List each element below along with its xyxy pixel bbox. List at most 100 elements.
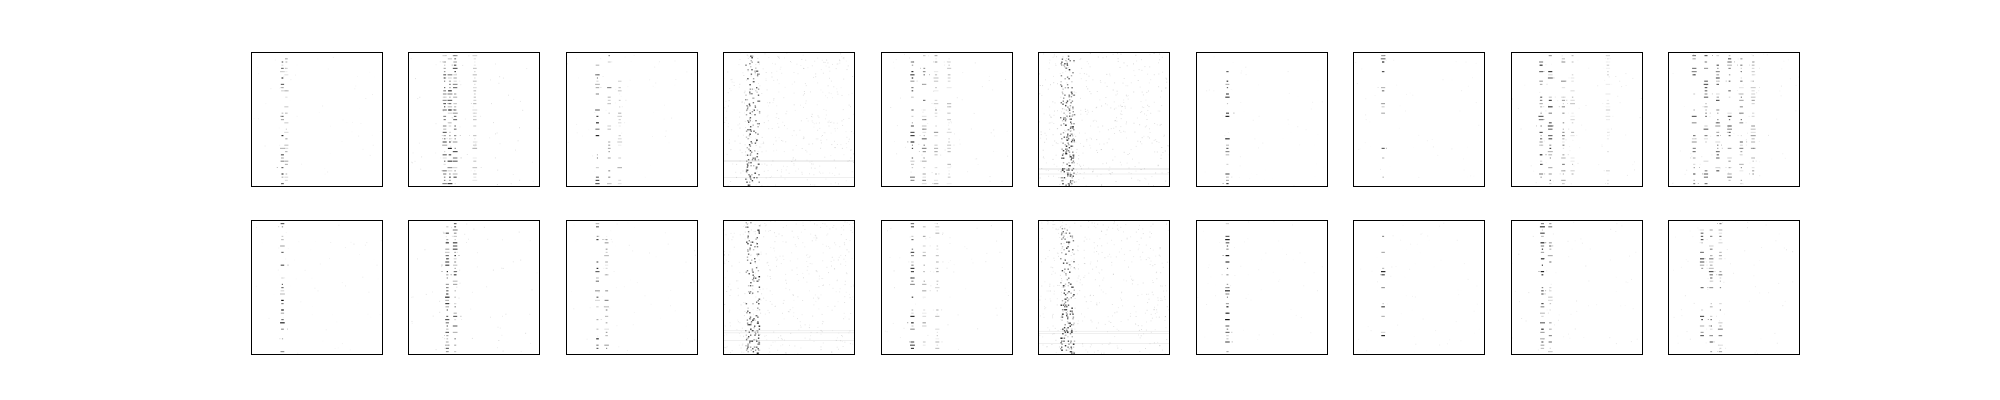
heatmap-cell xyxy=(910,226,914,228)
heatmap-cell xyxy=(1727,61,1732,63)
heatmap-cell xyxy=(1616,277,1617,278)
heatmap-cell xyxy=(1225,239,1230,241)
heatmap-cell xyxy=(1045,307,1047,309)
heatmap-cell xyxy=(1751,157,1755,159)
heatmap-cell xyxy=(1549,248,1552,250)
heatmap-cell xyxy=(736,163,738,165)
heatmap-cell xyxy=(1066,247,1068,249)
heatmap-cell xyxy=(1056,56,1057,58)
heatmap-cell xyxy=(446,258,449,260)
heatmap-cell xyxy=(1314,144,1315,145)
heatmap-cell xyxy=(1540,232,1545,234)
heatmap-cell xyxy=(744,92,746,94)
heatmap-cell xyxy=(1540,322,1545,324)
heatmap-cell xyxy=(1110,256,1112,258)
heatmap-cell xyxy=(1539,141,1543,143)
heatmap-cell xyxy=(1061,340,1063,342)
heatmap-cell xyxy=(1418,134,1420,136)
heatmap-cell xyxy=(1619,102,1621,104)
heatmap-cell xyxy=(276,167,278,168)
heatmap-cell xyxy=(1113,326,1115,327)
heatmap-cell xyxy=(935,167,937,168)
heatmap-cell xyxy=(1700,232,1704,234)
heatmap-cell xyxy=(1067,316,1069,318)
heatmap-cell xyxy=(1108,138,1110,140)
heatmap-cell xyxy=(1138,247,1140,249)
heatmap-cell xyxy=(909,236,911,238)
heatmap-cell xyxy=(1134,75,1136,77)
heatmap-cell xyxy=(794,244,796,246)
heatmap-cell xyxy=(758,83,759,84)
heatmap-cell xyxy=(290,79,292,81)
heatmap-cell xyxy=(1065,124,1067,126)
heatmap-cell xyxy=(1154,264,1156,265)
heatmap-cell xyxy=(1069,165,1071,167)
heatmap-cell xyxy=(1728,74,1731,76)
heatmap-cell xyxy=(734,140,736,142)
heatmap-cell xyxy=(911,264,914,266)
heatmap-cell xyxy=(1692,74,1696,76)
heatmap-cell xyxy=(1571,112,1574,114)
heatmap-cell xyxy=(786,52,788,54)
heatmap-cell xyxy=(1693,167,1695,169)
heatmap-cell xyxy=(1719,348,1721,350)
heatmap-cell xyxy=(453,235,457,237)
heatmap-cell xyxy=(832,330,834,332)
heatmap-cell xyxy=(451,235,453,237)
heatmap-cell xyxy=(1576,310,1578,312)
heatmap-cell xyxy=(1365,119,1367,121)
heatmap-cell xyxy=(1539,154,1543,156)
heatmap-cell xyxy=(747,235,749,237)
heatmap-cell xyxy=(784,339,785,341)
heatmap-cell xyxy=(809,161,811,163)
heatmap-cell xyxy=(1137,284,1139,286)
heatmap-cell xyxy=(1228,287,1230,288)
heatmap-cell xyxy=(843,318,845,320)
heatmap-cell xyxy=(454,306,456,308)
heatmap-cell xyxy=(850,157,852,159)
heatmap-cell xyxy=(750,334,752,336)
heatmap-cell xyxy=(739,322,741,324)
heatmap-cell xyxy=(737,319,739,321)
heatmap-cell xyxy=(744,120,746,122)
heatmap-cell xyxy=(1225,173,1230,175)
heatmap-cell xyxy=(972,262,974,264)
heatmap-cell xyxy=(1265,170,1266,171)
heatmap-cell xyxy=(586,338,588,340)
heatmap-cell xyxy=(757,321,759,323)
heatmap-cell xyxy=(1365,180,1366,181)
heatmap-cell xyxy=(280,83,285,85)
heatmap-cell xyxy=(1365,114,1367,116)
heatmap-cell xyxy=(936,261,939,263)
heatmap-cell xyxy=(1069,156,1071,158)
heatmap-cell xyxy=(776,79,778,81)
heatmap-cell xyxy=(1070,255,1072,256)
heatmap-cell xyxy=(1059,237,1061,238)
heatmap-cell xyxy=(1219,242,1220,243)
heatmap-cell xyxy=(947,151,951,153)
heatmap-cell xyxy=(1625,134,1627,136)
heatmap-cell xyxy=(1119,130,1121,132)
heatmap-cell xyxy=(1096,91,1098,92)
heatmap-cell xyxy=(1060,81,1062,83)
heatmap-cell xyxy=(929,74,930,76)
heatmap-cell xyxy=(1073,172,1075,174)
heatmap-cell xyxy=(607,128,611,130)
heatmap-cell xyxy=(780,345,782,347)
heatmap-cell xyxy=(1455,321,1457,323)
heatmap-cell xyxy=(1467,278,1469,280)
heatmap-cell xyxy=(835,291,837,293)
heatmap-cell xyxy=(947,112,949,114)
heatmap-cell xyxy=(1759,260,1760,261)
heatmap-cell xyxy=(1756,350,1757,351)
heatmap-cell xyxy=(453,283,458,285)
heatmap-cell xyxy=(765,335,767,336)
heatmap-cell xyxy=(922,109,926,111)
heatmap-cell xyxy=(1089,346,1091,348)
heatmap-cell xyxy=(322,105,324,107)
heatmap-cell xyxy=(837,127,838,129)
heatmap-cell xyxy=(847,65,849,67)
heatmap-cell xyxy=(1545,242,1547,244)
heatmap-cell xyxy=(753,81,755,83)
heatmap-cell xyxy=(800,324,801,326)
